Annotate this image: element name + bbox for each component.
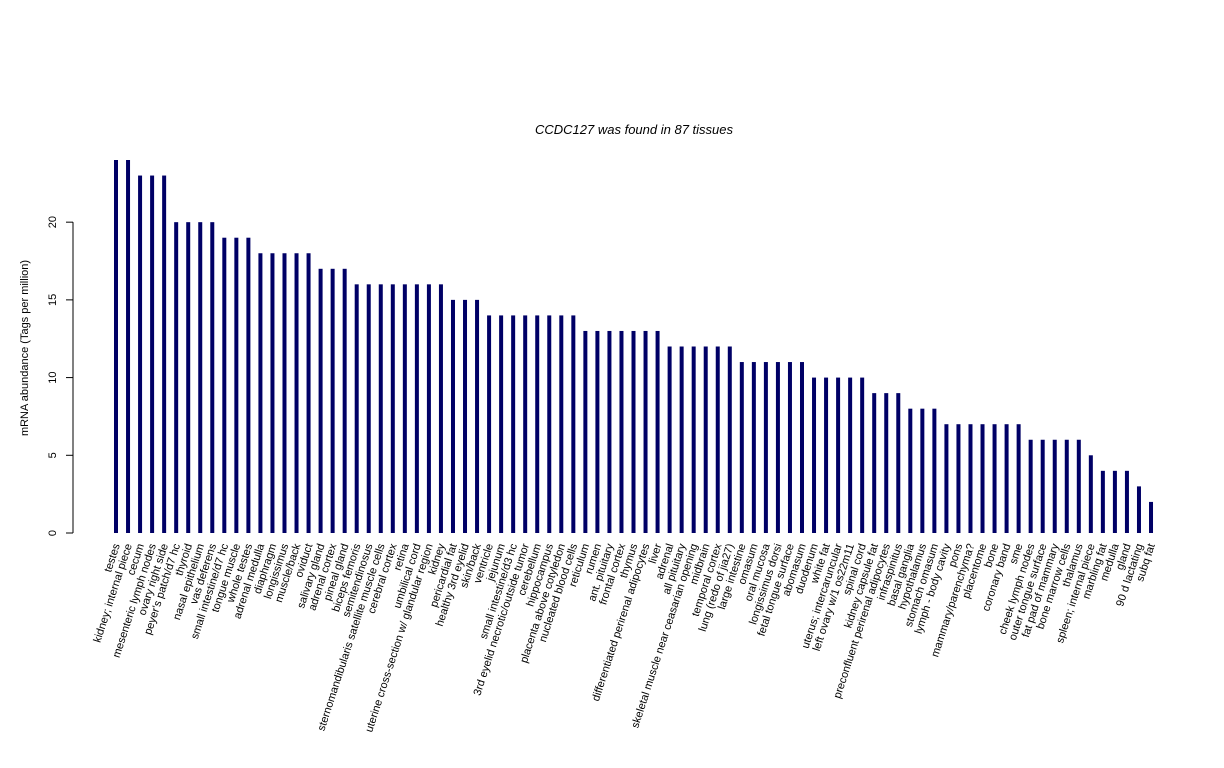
bar [884,393,889,533]
bar [294,253,299,533]
bar [968,424,973,533]
bar [1112,470,1117,533]
bar [1149,501,1154,533]
bar [992,424,997,533]
bar [547,315,552,533]
bar [980,424,985,533]
bar [222,237,227,534]
bar [956,424,961,533]
y-axis-label: mRNA abundance (Tags per million) [19,260,31,436]
bar [812,377,817,533]
bar [920,408,925,533]
bar [1124,470,1129,533]
bar [1088,455,1093,533]
bar [679,346,684,533]
bar [354,284,359,533]
bar [1028,439,1033,533]
bar [535,315,540,533]
bar [1076,439,1081,533]
bar [414,284,419,533]
bar [198,222,203,533]
bar [270,253,275,533]
bar [378,284,383,533]
bar [739,362,744,533]
bar [595,330,600,533]
chart-title: CCDC127 was found in 87 tissues [535,122,733,137]
bar [402,284,407,533]
y-tick-label: 0 [47,530,59,536]
bar [162,175,167,533]
y-tick-label: 5 [47,452,59,458]
bar [511,315,516,533]
bar [450,299,455,533]
bar [667,346,672,533]
bar [1004,424,1009,533]
bar [174,222,179,533]
bar [234,237,239,534]
bar [426,284,431,533]
bar [499,315,504,533]
bar [186,222,191,533]
bar [475,299,480,533]
bar [775,362,780,533]
bar [619,330,624,533]
y-tick-label: 10 [47,371,59,383]
bar [715,346,720,533]
bar [848,377,853,533]
bar [330,268,335,533]
bar [691,346,696,533]
bar [571,315,576,533]
bar [318,268,323,533]
bar [763,362,768,533]
bar [559,315,564,533]
bar [727,346,732,533]
bar [836,377,841,533]
bar [703,346,708,533]
bar [366,284,371,533]
bar [655,330,660,533]
bar [150,175,155,533]
bar [114,160,118,533]
bar [824,377,829,533]
bar [751,362,756,533]
bar [944,424,949,533]
bar [1016,424,1021,533]
bar [799,362,804,533]
bar [390,284,395,533]
bar [342,268,347,533]
bar [138,175,143,533]
bar [126,160,131,533]
y-tick-label: 15 [47,294,59,306]
bar [487,315,492,533]
bar [438,284,443,533]
bar [246,237,251,534]
bar [631,330,636,533]
bar [643,330,648,533]
bar [210,222,215,533]
bar [306,253,311,533]
bar [1064,439,1069,533]
bar [1040,439,1045,533]
bar [787,362,792,533]
bar [932,408,937,533]
bar [1052,439,1057,533]
bar [463,299,468,533]
bar [583,330,588,533]
bar [872,393,877,533]
bar [1100,470,1105,533]
bar [1136,486,1141,533]
y-tick-label: 20 [47,216,59,228]
bar [523,315,528,533]
bar [258,253,263,533]
bar [896,393,901,533]
bar [282,253,287,533]
bar [860,377,865,533]
bar [908,408,913,533]
bar [607,330,612,533]
